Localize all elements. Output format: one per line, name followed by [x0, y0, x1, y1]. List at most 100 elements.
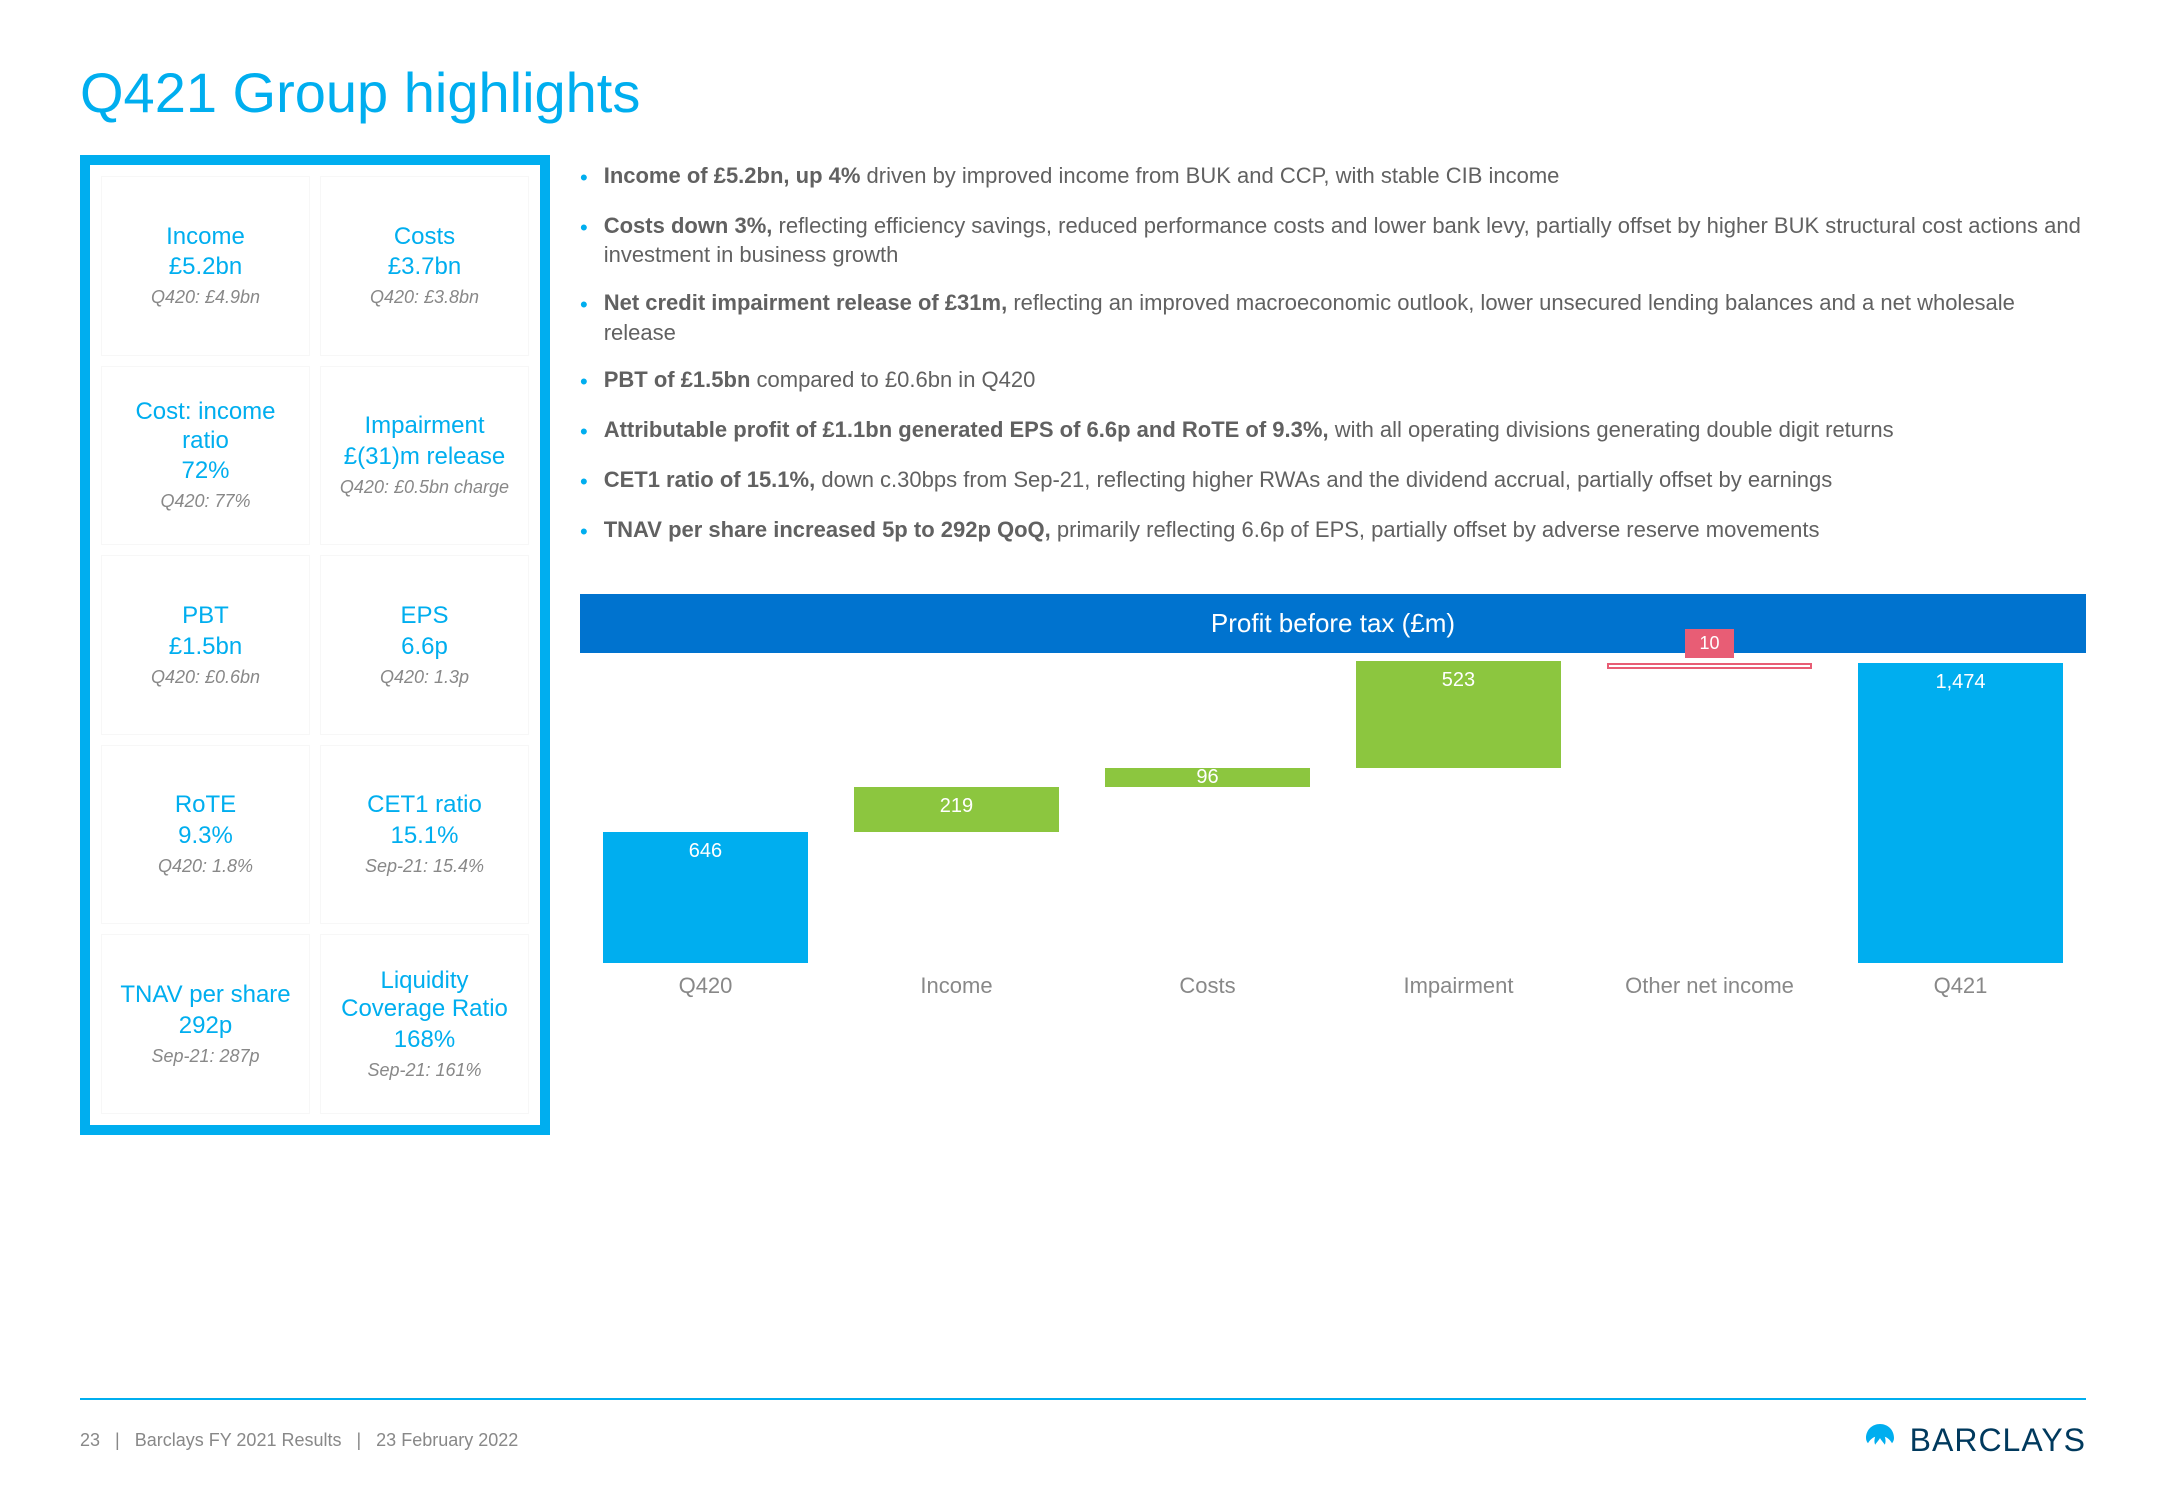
- footer-text: 23 | Barclays FY 2021 Results | 23 Febru…: [80, 1430, 518, 1451]
- metric-sub: Q420: £4.9bn: [151, 287, 260, 309]
- chart-category-label: Costs: [1082, 973, 1333, 999]
- right-column: • Income of £5.2bn, up 4% driven by impro…: [580, 155, 2086, 1135]
- metric-value: 9.3%: [178, 822, 233, 850]
- chart-category-label: Q421: [1835, 973, 2086, 999]
- metric-box: CET1 ratio15.1% Sep-21: 15.4%: [321, 746, 528, 924]
- bullet-dot-icon: •: [580, 367, 588, 397]
- metric-value: 6.6p: [401, 633, 448, 661]
- metric-value: £(31)m release: [344, 443, 505, 471]
- bar-value-label: 219: [940, 795, 973, 818]
- bar-value-label: 96: [1196, 766, 1218, 789]
- metric-sub: Q420: 1.8%: [158, 856, 253, 878]
- page-title: Q421 Group highlights: [80, 60, 2086, 125]
- bar-value-label: 523: [1442, 669, 1475, 692]
- bar-value-label: 646: [689, 840, 722, 863]
- metric-label: Costs: [394, 223, 455, 252]
- bar: 646: [603, 832, 809, 963]
- bar-rect: 523: [1356, 661, 1562, 767]
- metric-sub: Q420: £0.5bn charge: [340, 477, 509, 499]
- metric-value: 15.1%: [390, 822, 458, 850]
- metric-value: £1.5bn: [169, 633, 242, 661]
- bullets-list: • Income of £5.2bn, up 4% driven by impro…: [580, 155, 2086, 564]
- bullet-text: Net credit impairment release of £31m, r…: [604, 288, 2086, 347]
- metric-sub: Sep-21: 287p: [151, 1046, 259, 1068]
- metric-box: PBT£1.5bn Q420: £0.6bn: [102, 556, 309, 734]
- bar-rect: 96: [1105, 768, 1311, 788]
- metric-sub: Q420: £0.6bn: [151, 667, 260, 689]
- chart-title: Profit before tax (£m): [580, 594, 2086, 653]
- bar: 523: [1356, 661, 1562, 767]
- bullet-dot-icon: •: [580, 290, 588, 320]
- chart-section: Profit before tax (£m) 646 219 96 523 10 1,47…: [580, 594, 2086, 1023]
- bullet-item: • CET1 ratio of 15.1%, down c.30bps from …: [580, 465, 2086, 497]
- bullet-item: • TNAV per share increased 5p to 292p QoQ…: [580, 515, 2086, 547]
- chart-bars: 646 219 96 523 10 1,474: [580, 663, 2086, 963]
- eagle-icon: [1860, 1420, 1900, 1460]
- bullet-dot-icon: •: [580, 163, 588, 193]
- bar-rect: 1,474: [1858, 663, 2064, 963]
- metric-label: CET1 ratio: [367, 791, 482, 820]
- chart-area: 646 219 96 523 10 1,474 Q420IncomeCostsImpair…: [580, 663, 2086, 1023]
- metric-value: 168%: [394, 1026, 455, 1054]
- bullet-text: PBT of £1.5bn compared to £0.6bn in Q420: [604, 365, 1036, 395]
- bar: 1,474: [1858, 663, 2064, 963]
- metric-box: Income£5.2bn Q420: £4.9bn: [102, 177, 309, 355]
- bar-rect: 219: [854, 787, 1060, 832]
- metric-box: Costs£3.7bn Q420: £3.8bn: [321, 177, 528, 355]
- bullet-item: • Income of £5.2bn, up 4% driven by impro…: [580, 161, 2086, 193]
- bullet-item: • PBT of £1.5bn compared to £0.6bn in Q42…: [580, 365, 2086, 397]
- chart-category-label: Other net income: [1584, 973, 1835, 999]
- metric-label: RoTE: [175, 791, 236, 820]
- metric-box: Cost: income ratio72% Q420: 77%: [102, 367, 309, 545]
- bullet-dot-icon: •: [580, 417, 588, 447]
- metric-label: TNAV per share: [120, 981, 290, 1010]
- bullet-item: • Costs down 3%, reflecting efficiency sa…: [580, 211, 2086, 270]
- logo: BARCLAYS: [1860, 1420, 2086, 1460]
- metric-box: Impairment£(31)m release Q420: £0.5bn cha…: [321, 367, 528, 545]
- bar: 96: [1105, 768, 1311, 788]
- footer: 23 | Barclays FY 2021 Results | 23 Febru…: [80, 1398, 2086, 1460]
- metric-value: £5.2bn: [169, 253, 242, 281]
- bullet-item: • Attributable profit of £1.1bn generated…: [580, 415, 2086, 447]
- bar-rect: 646: [603, 832, 809, 963]
- bullet-text: Attributable profit of £1.1bn generated …: [604, 415, 1894, 445]
- bullet-item: • Net credit impairment release of £31m, …: [580, 288, 2086, 347]
- logo-text: BARCLAYS: [1910, 1422, 2086, 1459]
- metric-box: EPS6.6p Q420: 1.3p: [321, 556, 528, 734]
- metric-label: Cost: income ratio: [110, 398, 301, 456]
- metric-sub: Q420: 77%: [160, 491, 250, 513]
- metric-sub: Sep-21: 161%: [367, 1060, 481, 1082]
- metric-box: Liquidity Coverage Ratio168% Sep-21: 161%: [321, 935, 528, 1113]
- chart-category-label: Income: [831, 973, 1082, 999]
- chart-category-label: Impairment: [1333, 973, 1584, 999]
- bar: 219: [854, 787, 1060, 832]
- metric-value: 292p: [179, 1012, 232, 1040]
- bar-rect: [1607, 663, 1813, 669]
- metric-value: £3.7bn: [388, 253, 461, 281]
- bullet-text: Costs down 3%, reflecting efficiency sav…: [604, 211, 2086, 270]
- metric-value: 72%: [181, 457, 229, 485]
- metric-label: PBT: [182, 602, 229, 631]
- metric-box: TNAV per share292p Sep-21: 287p: [102, 935, 309, 1113]
- metric-label: EPS: [400, 602, 448, 631]
- bar-value-pill: 10: [1685, 629, 1733, 658]
- chart-categories: Q420IncomeCostsImpairmentOther net incom…: [580, 973, 2086, 999]
- bar-value-label: 1,474: [1935, 671, 1985, 694]
- metric-sub: Q420: £3.8bn: [370, 287, 479, 309]
- bar: 10: [1607, 663, 1813, 669]
- metric-label: Income: [166, 223, 245, 252]
- metric-sub: Q420: 1.3p: [380, 667, 469, 689]
- bullet-dot-icon: •: [580, 517, 588, 547]
- content-row: Income£5.2bnQ420: £4.9bnCosts£3.7bnQ420:…: [80, 155, 2086, 1135]
- metric-sub: Sep-21: 15.4%: [365, 856, 484, 878]
- bullet-dot-icon: •: [580, 467, 588, 497]
- bullet-text: CET1 ratio of 15.1%, down c.30bps from S…: [604, 465, 1833, 495]
- metric-box: RoTE9.3% Q420: 1.8%: [102, 746, 309, 924]
- metrics-grid: Income£5.2bn Q420: £4.9bn Costs£3.7bn Q420:…: [80, 155, 550, 1135]
- bullet-text: TNAV per share increased 5p to 292p QoQ,…: [604, 515, 1820, 545]
- bullet-text: Income of £5.2bn, up 4% driven by improv…: [604, 161, 1560, 191]
- metric-label: Liquidity Coverage Ratio: [329, 967, 520, 1025]
- metric-label: Impairment: [364, 412, 484, 441]
- bullet-dot-icon: •: [580, 213, 588, 243]
- chart-category-label: Q420: [580, 973, 831, 999]
